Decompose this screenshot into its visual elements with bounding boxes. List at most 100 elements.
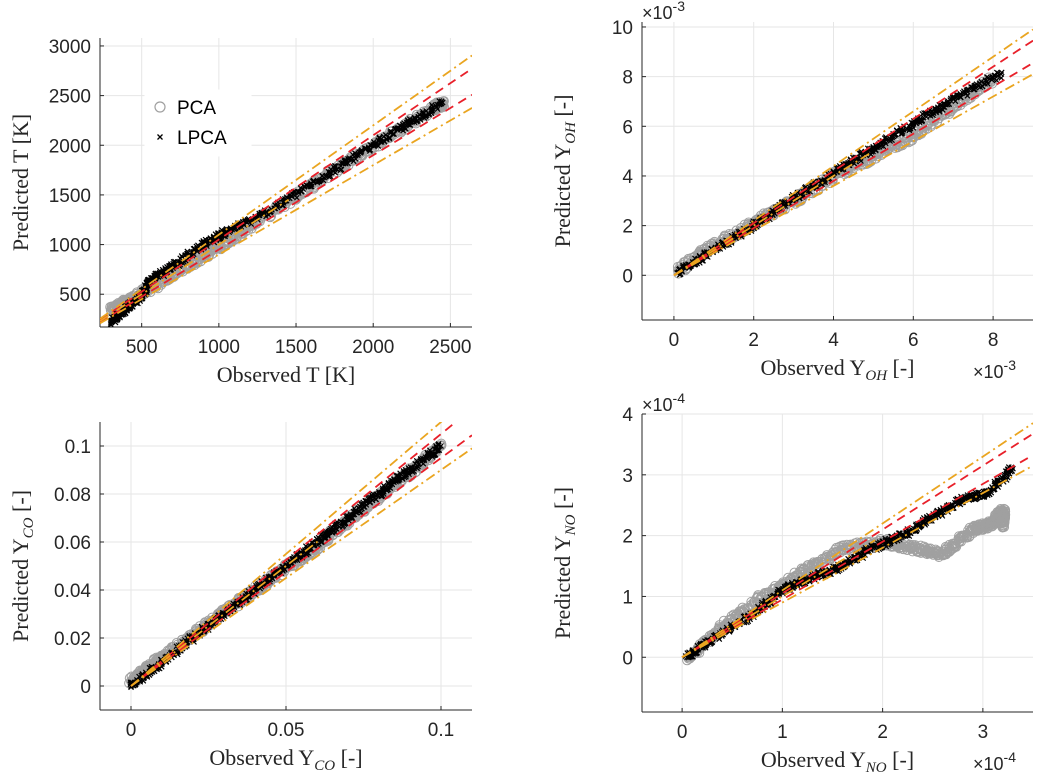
reference-line bbox=[130, 422, 458, 687]
chart-panel-1: 500 1000 1500 2000 2500500100015002000250030… bbox=[8, 37, 472, 387]
scatter-marker bbox=[426, 447, 433, 454]
scatter-marker bbox=[936, 105, 943, 112]
scatter-marker bbox=[374, 140, 380, 147]
data-point bbox=[376, 491, 382, 497]
scatter-marker bbox=[395, 473, 402, 480]
scatter-marker bbox=[895, 530, 902, 537]
reference-line bbox=[673, 62, 1033, 277]
data-point bbox=[213, 241, 224, 252]
scatter-marker bbox=[993, 77, 1000, 84]
x-axis-label-unit: [-] bbox=[887, 355, 914, 380]
x-axis-label: Observed YCO [-] bbox=[209, 745, 362, 774]
y-tick-label: 1000 bbox=[49, 236, 91, 257]
legend-box bbox=[144, 89, 252, 157]
scatter-marker bbox=[994, 477, 1001, 484]
y-axis-label-sub: OH bbox=[563, 121, 579, 144]
scatter-marker bbox=[384, 486, 391, 493]
y-multiplier-exp: -3 bbox=[673, 0, 686, 14]
y-tick-label: 6 bbox=[622, 117, 633, 138]
grid bbox=[642, 413, 1033, 712]
scatter-marker bbox=[737, 602, 748, 613]
y-tick-label: 0.02 bbox=[54, 629, 91, 650]
data-point bbox=[997, 521, 1008, 532]
x-tick-label: 500 bbox=[126, 337, 158, 358]
y-tick-label: 0.08 bbox=[54, 485, 91, 506]
plot-area bbox=[681, 422, 1033, 666]
y-axis-label-unit: [-] bbox=[550, 95, 575, 122]
scatter-marker bbox=[170, 258, 177, 265]
x-axis-label: Observed YNO [-] bbox=[761, 747, 914, 776]
reference-line bbox=[673, 73, 1033, 277]
y-tick-label: 2000 bbox=[49, 136, 91, 157]
y-tick-label: 1 bbox=[622, 587, 633, 608]
reference-line bbox=[681, 464, 1033, 659]
x-tick-label: 3 bbox=[978, 722, 989, 743]
scatter-marker bbox=[988, 77, 995, 83]
x-multiplier-base: ×10 bbox=[973, 362, 1004, 382]
x-axis-label-main: Observed T [K] bbox=[217, 362, 356, 387]
reference-line bbox=[100, 94, 472, 323]
scatter-marker bbox=[922, 110, 929, 117]
series-pca bbox=[682, 503, 1011, 666]
scatter-marker bbox=[391, 131, 398, 137]
y-tick-label: 0 bbox=[80, 677, 91, 698]
plot-area bbox=[124, 422, 472, 691]
x-axis-label: Observed YOH [-] bbox=[760, 355, 914, 384]
scatter-marker bbox=[318, 176, 324, 183]
x-tick-label: 2000 bbox=[352, 337, 394, 358]
x-tick-label: 4 bbox=[828, 330, 839, 351]
y-tick-label: 8 bbox=[622, 68, 633, 89]
x-axis-label-sub: CO bbox=[314, 758, 335, 774]
y-tick-label: 0.06 bbox=[54, 533, 91, 554]
x-axis-label-sub: NO bbox=[865, 760, 887, 776]
reference-line bbox=[130, 447, 472, 687]
data-point bbox=[407, 467, 413, 473]
y-tick-label: 0.1 bbox=[65, 437, 91, 458]
y-tick-label: 2 bbox=[622, 217, 633, 238]
data-point bbox=[870, 145, 877, 152]
scatter-marker bbox=[389, 131, 396, 138]
legend-marker-lpca bbox=[157, 134, 163, 140]
x-axis-label-main: Observed Y bbox=[209, 745, 314, 770]
scatter-marker bbox=[378, 139, 385, 145]
y-tick-label: 500 bbox=[59, 285, 91, 306]
y-axis-label-sub: CO bbox=[21, 517, 37, 538]
data-point bbox=[950, 96, 957, 102]
y-multiplier-base: ×10 bbox=[642, 3, 673, 23]
data-point bbox=[439, 99, 446, 106]
scatter-marker bbox=[945, 100, 952, 107]
scatter-marker bbox=[172, 258, 178, 265]
data-point bbox=[354, 152, 361, 159]
scatter-marker bbox=[376, 134, 383, 141]
x-tick-label: 2 bbox=[877, 722, 888, 743]
x-tick-label: 2 bbox=[748, 330, 759, 351]
x-tick-label: 6 bbox=[908, 330, 919, 351]
series-lpca bbox=[674, 69, 1005, 278]
data-point bbox=[998, 71, 1005, 78]
y-tick-label: 0 bbox=[622, 266, 633, 287]
legend-label-lpca: LPCA bbox=[177, 128, 227, 149]
scatter-marker bbox=[779, 198, 786, 205]
y-axis-label-main: Predicted T [K] bbox=[8, 114, 33, 251]
scatter-marker bbox=[298, 188, 305, 195]
y-multiplier-exp: -4 bbox=[673, 390, 686, 406]
grid bbox=[100, 422, 472, 710]
y-multiplier-base: ×10 bbox=[642, 395, 673, 415]
x-tick-label: 0 bbox=[126, 720, 137, 741]
x-tick-label: 8 bbox=[988, 330, 999, 351]
data-point bbox=[345, 515, 351, 521]
plot-area bbox=[100, 54, 472, 327]
data-point bbox=[107, 319, 114, 325]
reference-line bbox=[100, 107, 472, 325]
scatter-marker bbox=[881, 138, 888, 145]
scatter-marker bbox=[964, 531, 975, 542]
scatter-marker bbox=[839, 166, 846, 173]
y-axis-label-main: Predicted Y bbox=[8, 538, 33, 642]
scatter-marker bbox=[892, 131, 899, 138]
y-axis-label: Predicted YOH [-] bbox=[550, 95, 579, 248]
scatter-marker bbox=[832, 567, 839, 574]
